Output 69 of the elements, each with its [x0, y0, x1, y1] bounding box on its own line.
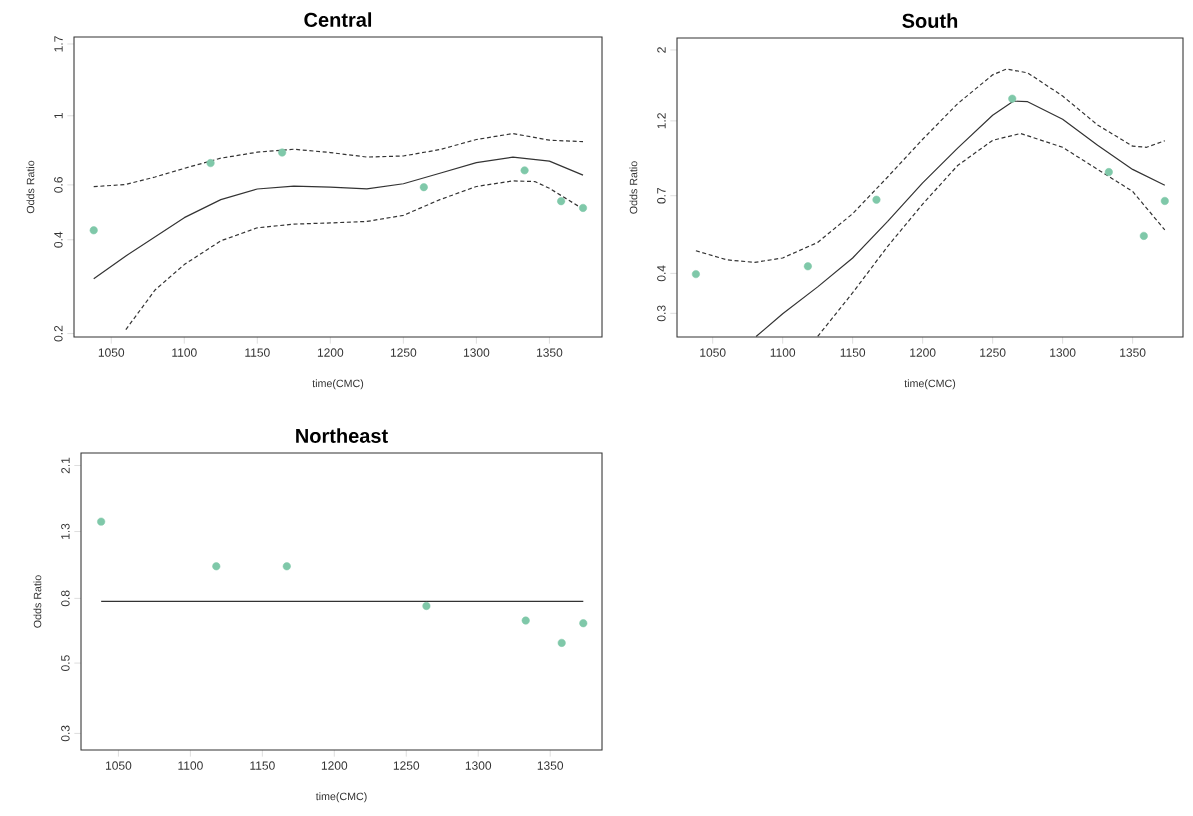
line-series — [93, 156, 584, 280]
y-tick-label: 0.4 — [54, 231, 63, 248]
x-tick-label: 1100 — [770, 348, 796, 357]
y-tick-label: 0.4 — [657, 265, 666, 282]
x-tick-label: 1050 — [700, 348, 726, 357]
line-series — [695, 68, 1166, 263]
x-tick-label: 1150 — [840, 348, 866, 357]
point — [278, 148, 287, 157]
y-tick-label: 1.7 — [54, 36, 63, 52]
point — [206, 159, 215, 168]
point — [89, 226, 98, 235]
x-axis-title: time(CMC) — [904, 379, 956, 390]
x-axis-title: time(CMC) — [315, 792, 367, 803]
point — [1139, 231, 1148, 240]
point — [557, 197, 566, 206]
point — [557, 638, 566, 647]
y-tick-label: 0.6 — [54, 177, 63, 193]
x-tick-label: 1100 — [178, 761, 203, 770]
y-tick-label: 0.3 — [61, 725, 70, 742]
y-tick-label: 0.7 — [657, 187, 666, 204]
chart-title: Central — [304, 12, 372, 27]
y-axis-title: Odds Ratio — [26, 160, 35, 214]
y-tick-label: 2 — [657, 47, 666, 53]
x-tick-label: 1200 — [321, 761, 348, 770]
x-tick-label: 1250 — [980, 348, 1006, 357]
x-tick-label: 1050 — [106, 761, 132, 770]
chart-title: Northeast — [296, 428, 388, 443]
point — [97, 517, 106, 526]
x-tick-label: 1300 — [465, 761, 492, 770]
x-tick-label: 1350 — [537, 348, 563, 357]
point — [282, 562, 291, 571]
x-tick-label: 1350 — [1120, 348, 1146, 357]
y-tick-label: 0.2 — [54, 325, 63, 342]
x-tick-label: 1350 — [537, 761, 564, 770]
point — [579, 619, 588, 628]
y-axis-title: Odds Ratio — [629, 161, 638, 214]
point — [1160, 196, 1169, 205]
y-tick-label: 2.1 — [61, 457, 70, 474]
chart-title: South — [902, 13, 958, 28]
point — [1104, 168, 1113, 177]
x-tick-label: 1050 — [98, 348, 125, 357]
y-tick-label: 1.2 — [657, 113, 666, 129]
line-series — [93, 132, 584, 188]
x-tick-label: 1250 — [393, 761, 420, 770]
x-tick-label: 1200 — [317, 348, 344, 357]
point — [872, 195, 881, 204]
point — [803, 262, 812, 271]
x-tick-label: 1300 — [1050, 348, 1076, 357]
y-tick-label: 0.5 — [61, 655, 70, 671]
y-tick-label: 0.3 — [657, 305, 666, 322]
x-tick-label: 1100 — [172, 348, 197, 357]
x-tick-label: 1150 — [245, 348, 270, 357]
y-tick-label: 0.8 — [61, 590, 70, 607]
y-tick-label: 1.3 — [61, 523, 70, 539]
point — [212, 562, 221, 571]
x-tick-label: 1300 — [463, 348, 490, 357]
x-axis-title: time(CMC) — [312, 379, 364, 390]
point — [419, 183, 428, 192]
point — [521, 616, 530, 625]
y-axis-title: Odds Ratio — [33, 575, 42, 628]
point — [691, 270, 700, 279]
x-tick-label: 1150 — [250, 761, 275, 770]
point — [520, 166, 529, 175]
y-tick-label: 1 — [54, 113, 63, 119]
point — [1008, 94, 1017, 103]
x-tick-label: 1250 — [390, 348, 417, 357]
point — [579, 203, 588, 212]
x-tick-label: 1200 — [910, 348, 936, 357]
point — [422, 601, 431, 610]
